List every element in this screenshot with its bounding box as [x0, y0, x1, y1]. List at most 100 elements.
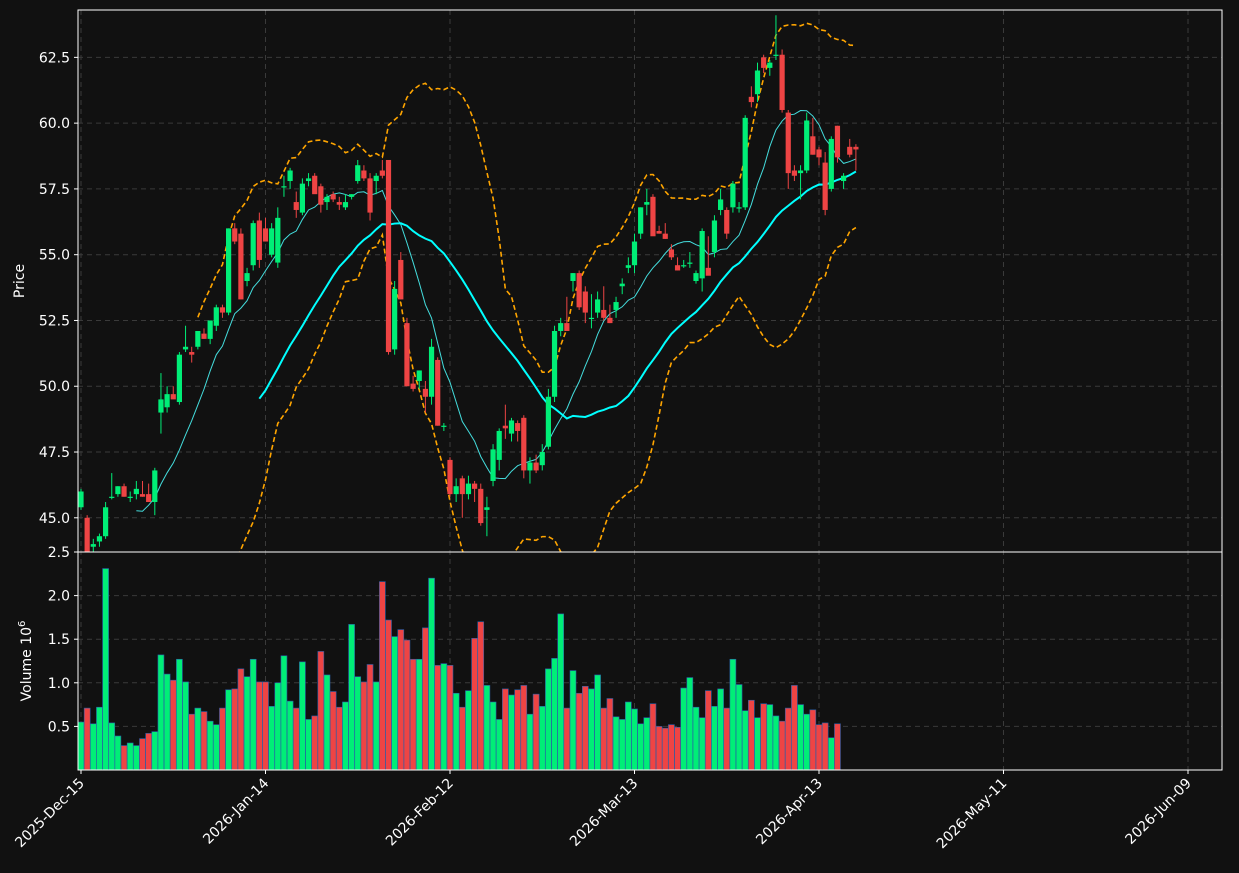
candle-body	[447, 459, 453, 495]
volume-bar	[292, 707, 300, 770]
candle-body	[545, 396, 551, 447]
volume-bar	[163, 673, 171, 770]
volume-bar	[748, 699, 755, 770]
volume-bar	[594, 674, 601, 770]
volume-bar	[803, 713, 811, 770]
volume-bar	[520, 685, 528, 770]
candle-body	[256, 220, 262, 260]
volume-axis-title-text: Volume 10	[19, 627, 35, 701]
volume-bar	[286, 700, 294, 770]
volume-bar	[348, 624, 355, 770]
candle-body	[601, 309, 607, 318]
candle-body	[312, 175, 318, 195]
volume-tick-label: 1.5	[48, 632, 70, 648]
candle-body	[834, 125, 841, 158]
volume-bar	[280, 655, 288, 770]
volume-bar	[243, 676, 251, 770]
candle-body	[496, 430, 502, 460]
volume-bar	[557, 613, 565, 770]
candle-body	[189, 352, 195, 355]
volume-bar	[729, 658, 737, 770]
volume-tick-label: 2.5	[48, 545, 70, 561]
candle-body	[718, 199, 724, 210]
candle-body	[711, 220, 718, 253]
candle-body	[281, 186, 287, 188]
candle-body	[656, 231, 662, 234]
volume-bar	[723, 707, 731, 770]
candle-body	[121, 486, 127, 497]
volume-tick-label: 2.0	[48, 589, 70, 605]
candle-body	[681, 265, 687, 267]
volume-bar	[545, 668, 552, 770]
candle-body	[613, 302, 619, 310]
candle-body	[558, 323, 564, 331]
volume-panel-frame	[77, 551, 1223, 771]
candle-body	[662, 233, 668, 239]
candle-body	[324, 196, 330, 203]
candle-body	[693, 273, 699, 281]
volume-bar	[83, 707, 91, 770]
volume-bar	[508, 694, 515, 770]
volume-bar	[502, 688, 509, 770]
volume-bar	[600, 707, 608, 770]
volume-bar	[329, 691, 337, 770]
volume-bar	[446, 665, 454, 770]
candle-body	[551, 330, 558, 397]
volume-bar	[563, 707, 571, 770]
volume-bar	[606, 698, 614, 770]
volume-bar	[489, 701, 497, 770]
volume-bar	[96, 706, 103, 770]
volume-bar	[692, 706, 700, 770]
candle-body	[422, 388, 428, 397]
candle-body	[367, 178, 373, 213]
candle-body	[158, 399, 164, 413]
candle-body	[459, 478, 465, 495]
volume-bar	[668, 724, 675, 770]
price-tick-label: 52.5	[39, 313, 70, 329]
candle-body	[90, 544, 96, 547]
volume-bar	[612, 716, 620, 770]
volume-bar	[483, 685, 491, 770]
price-plot-area	[78, 15, 859, 552]
volume-bar	[704, 690, 712, 770]
volume-bar	[428, 577, 435, 770]
candle-body	[133, 488, 139, 495]
volume-bar	[403, 639, 411, 770]
volume-bar	[618, 719, 626, 770]
date-tick-label: 2026-May-11	[934, 776, 1011, 853]
candle-body	[631, 241, 638, 266]
volume-bar	[354, 676, 362, 770]
candle-body	[736, 207, 742, 209]
volume-bar	[526, 713, 534, 770]
price-tick-label: 60.0	[39, 116, 70, 132]
candle-body	[349, 194, 355, 197]
volume-bar	[434, 665, 442, 770]
candle-body	[201, 333, 207, 339]
volume-bar	[827, 737, 835, 770]
volume-bar	[262, 681, 269, 770]
volume-bar	[655, 726, 663, 770]
candle-body	[109, 496, 115, 498]
candle-body	[244, 273, 250, 281]
candle-body	[472, 483, 478, 489]
candle-body	[176, 354, 182, 403]
lower-band-line	[238, 226, 857, 552]
candle-body	[595, 299, 601, 313]
candle-body	[822, 162, 828, 210]
volume-plot-area	[78, 568, 841, 770]
volume-bar	[440, 663, 448, 770]
volume-bar	[797, 704, 804, 770]
candle-body	[582, 291, 588, 313]
candle-body	[219, 307, 226, 313]
volume-bar	[778, 720, 786, 770]
volume-bar	[120, 745, 128, 770]
volume-bar	[385, 619, 392, 770]
candle-body	[570, 273, 576, 281]
candle-body	[674, 265, 681, 271]
volume-bar	[305, 719, 312, 770]
volume-tick-label: 1.0	[48, 676, 70, 692]
candle-body	[373, 175, 379, 182]
volume-bar	[231, 688, 239, 770]
candle-body	[361, 170, 367, 179]
